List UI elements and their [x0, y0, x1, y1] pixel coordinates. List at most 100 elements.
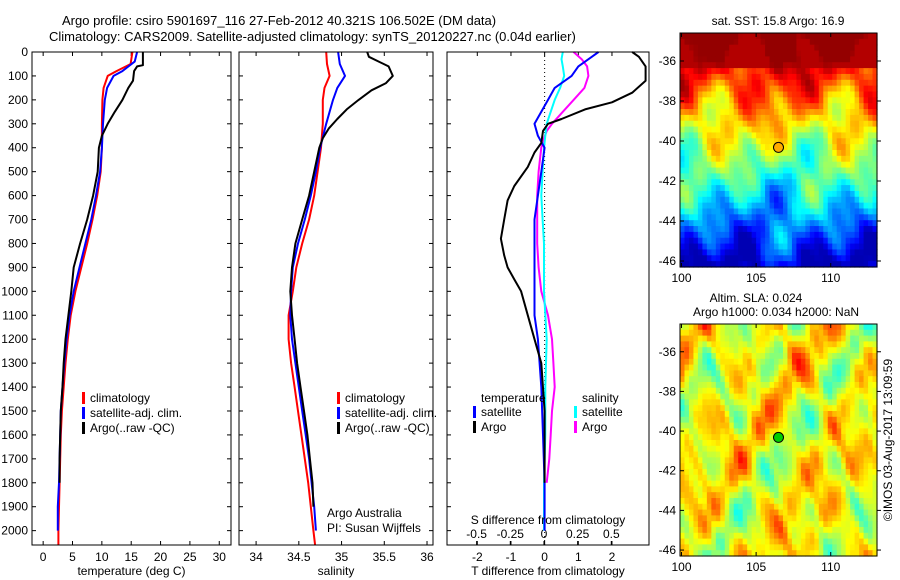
heatmap-cell: [796, 179, 802, 186]
heatmap-cell: [836, 144, 842, 151]
temperature-axes-frame: [31, 51, 232, 546]
heatmap-cell: [715, 91, 721, 98]
heatmap-cell: [720, 38, 726, 46]
heatmap-cell: [756, 237, 762, 245]
heatmap-cell: [680, 457, 686, 464]
heatmap-cell: [805, 114, 811, 122]
heatmap-cell: [684, 132, 690, 139]
heatmap-cell: [742, 50, 748, 57]
heatmap-cell: [800, 364, 806, 371]
heatmap-cell: [872, 196, 878, 204]
heatmap-cell: [738, 255, 744, 262]
heatmap-cell: [720, 358, 726, 366]
heatmap-cell: [868, 527, 874, 534]
heatmap-cell: [863, 503, 869, 511]
legend-label: satellite: [582, 405, 623, 419]
heatmap-cell: [836, 255, 842, 262]
heatmap-cell: [823, 208, 829, 215]
heatmap-cell: [782, 126, 789, 134]
legend-swatch: [574, 406, 577, 418]
heatmap-cell: [756, 387, 762, 395]
heatmap-cell: [765, 138, 771, 145]
x-tick-label: 34: [249, 550, 263, 564]
heatmap-cell: [733, 364, 739, 371]
heatmap-cell: [827, 237, 833, 245]
heatmap-cell: [841, 405, 847, 412]
heatmap-cell: [800, 150, 806, 157]
heatmap-cell: [684, 44, 690, 52]
heatmap-cell: [868, 179, 874, 186]
heatmap-cell: [684, 382, 690, 389]
map-y-tick-label: -38: [659, 94, 677, 108]
heatmap-cell: [868, 474, 874, 482]
heatmap-cell: [756, 261, 762, 268]
heatmap-cell: [868, 243, 874, 251]
salinity-legend-label: satellite-adj. clim.: [345, 406, 437, 420]
heatmap-cell: [702, 167, 708, 174]
heatmap-cell: [742, 370, 748, 377]
heatmap-cell: [800, 202, 806, 210]
heatmap-cell: [868, 91, 874, 98]
heatmap-cell: [778, 335, 784, 342]
heatmap-cell: [711, 120, 717, 128]
heatmap-cell: [863, 416, 869, 424]
heatmap-cell: [729, 335, 735, 342]
heatmap-cell: [782, 532, 789, 540]
heatmap-cell: [805, 109, 811, 116]
heatmap-cell: [693, 249, 699, 256]
heatmap-cell: [827, 364, 833, 371]
heatmap-cell: [791, 103, 798, 110]
heatmap-cell: [760, 422, 766, 429]
heatmap-cell: [769, 428, 775, 435]
heatmap-cell: [845, 474, 851, 482]
heatmap-cell: [706, 79, 712, 87]
heatmap-cell: [769, 44, 775, 52]
heatmap-cell: [733, 324, 739, 331]
heatmap-cell: [791, 56, 798, 63]
heatmap-cell: [684, 109, 690, 116]
heatmap-cell: [729, 399, 735, 406]
heatmap-cell: [715, 538, 721, 545]
heatmap-cell: [720, 33, 726, 40]
heatmap-cell: [796, 132, 802, 139]
heatmap-cell: [809, 68, 815, 75]
heatmap-cell: [706, 249, 712, 256]
heatmap-cell: [823, 261, 829, 268]
heatmap-cell: [845, 370, 851, 377]
heatmap-cell: [809, 208, 815, 215]
heatmap-cell: [782, 550, 789, 557]
heatmap-cell: [845, 255, 851, 262]
heatmap-cell: [742, 411, 748, 418]
heatmap-cell: [724, 376, 730, 383]
heatmap-cell: [742, 103, 748, 110]
heatmap-cell: [697, 474, 703, 482]
heatmap-cell: [836, 527, 842, 534]
heatmap-cell: [720, 231, 726, 239]
heatmap-cell: [756, 138, 762, 145]
heatmap-cell: [845, 226, 851, 233]
heatmap-cell: [814, 185, 820, 192]
heatmap-cell: [791, 527, 798, 534]
heatmap-cell: [845, 190, 851, 198]
heatmap-cell: [787, 486, 793, 493]
heatmap-cell: [787, 341, 793, 348]
heatmap-cell: [805, 358, 811, 366]
heatmap-cell: [814, 532, 820, 540]
heatmap-cell: [684, 434, 690, 441]
heatmap-cell: [693, 440, 699, 447]
x-tick-label: 1: [575, 550, 582, 564]
heatmap-cell: [854, 416, 860, 424]
heatmap-cell: [836, 179, 842, 186]
heatmap-cell: [693, 445, 699, 453]
heatmap-cell: [738, 220, 744, 227]
heatmap-cell: [760, 56, 766, 63]
heatmap-cell: [832, 544, 838, 551]
heatmap-cell: [738, 150, 744, 157]
heatmap-cell: [747, 109, 753, 116]
heatmap-cell: [724, 399, 730, 406]
heatmap-cell: [859, 150, 865, 157]
heatmap-cell: [823, 220, 829, 227]
heatmap-cell: [769, 416, 775, 424]
heatmap-cell: [684, 73, 690, 81]
heatmap-cell: [715, 474, 721, 482]
